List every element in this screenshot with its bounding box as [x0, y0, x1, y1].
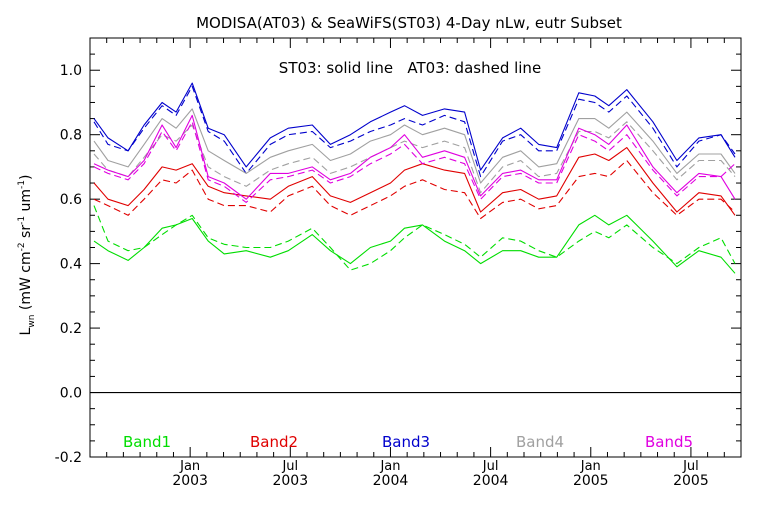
y-label-units-part: (mW cm [18, 251, 34, 310]
axes: -0.20.00.20.40.60.81.0Jan2003Jul2003Jan2… [55, 37, 742, 489]
series-band2-st03 [93, 147, 736, 216]
series-band5-at03 [93, 121, 736, 203]
y-tick-label: 0.2 [60, 321, 82, 337]
series-band3-at03 [93, 85, 736, 178]
legend-band5: Band5 [645, 433, 693, 451]
y-label-units-part: -1 [17, 180, 27, 189]
series-band1-st03 [93, 214, 736, 274]
series-band4-st03 [93, 108, 736, 184]
legend-band4: Band4 [516, 433, 564, 451]
y-tick-label: 1.0 [60, 63, 82, 79]
x-tick-label-month: Jan [580, 459, 601, 474]
chart-annotation: ST03: solid line AT03: dashed line [279, 59, 541, 77]
y-label-units-part: um [18, 189, 34, 216]
x-tick-label-year: 2005 [673, 473, 709, 489]
y-tick-label: 0.8 [60, 128, 82, 144]
series-band2-at03 [93, 159, 736, 220]
chart-title: MODISA(AT03) & SeaWiFS(ST03) 4-Day nLw, … [196, 14, 622, 32]
y-label-main: L [18, 327, 34, 335]
x-tick-label-month: Jul [682, 459, 699, 474]
x-tick-label-year: 2003 [172, 473, 208, 489]
y-label-units-part: ) [18, 175, 34, 180]
y-label-units-part: -1 [17, 216, 27, 225]
x-tick-label-month: Jul [482, 459, 499, 474]
y-label-units-part: sr [18, 225, 34, 243]
y-axis-label: Lwn (mW cm-2 sr-1 um-1) [17, 175, 37, 336]
y-label-sub: wn [27, 315, 37, 328]
series-band5-st03 [93, 114, 736, 200]
y-tick-label: -0.2 [55, 450, 82, 466]
x-tick-label-year: 2004 [373, 473, 409, 489]
y-tick-label: 0.6 [60, 192, 82, 208]
x-tick-label-year: 2005 [573, 473, 609, 489]
legend-band2: Band2 [250, 433, 298, 451]
series-band3-st03 [93, 82, 736, 171]
y-label-units-part: -2 [17, 242, 27, 251]
x-tick-label-year: 2003 [272, 473, 308, 489]
x-tick-label-month: Jul [281, 459, 298, 474]
x-tick-label-month: Jan [379, 459, 400, 474]
y-tick-label: 0.4 [60, 257, 82, 273]
series-group [93, 82, 736, 274]
x-tick-label-month: Jan [179, 459, 200, 474]
legend: Band1 Band2 Band3 Band4 Band5 [123, 433, 693, 451]
legend-band3: Band3 [382, 433, 430, 451]
x-tick-label-year: 2004 [473, 473, 509, 489]
y-tick-label: 0.0 [60, 386, 82, 402]
legend-band1: Band1 [123, 433, 171, 451]
